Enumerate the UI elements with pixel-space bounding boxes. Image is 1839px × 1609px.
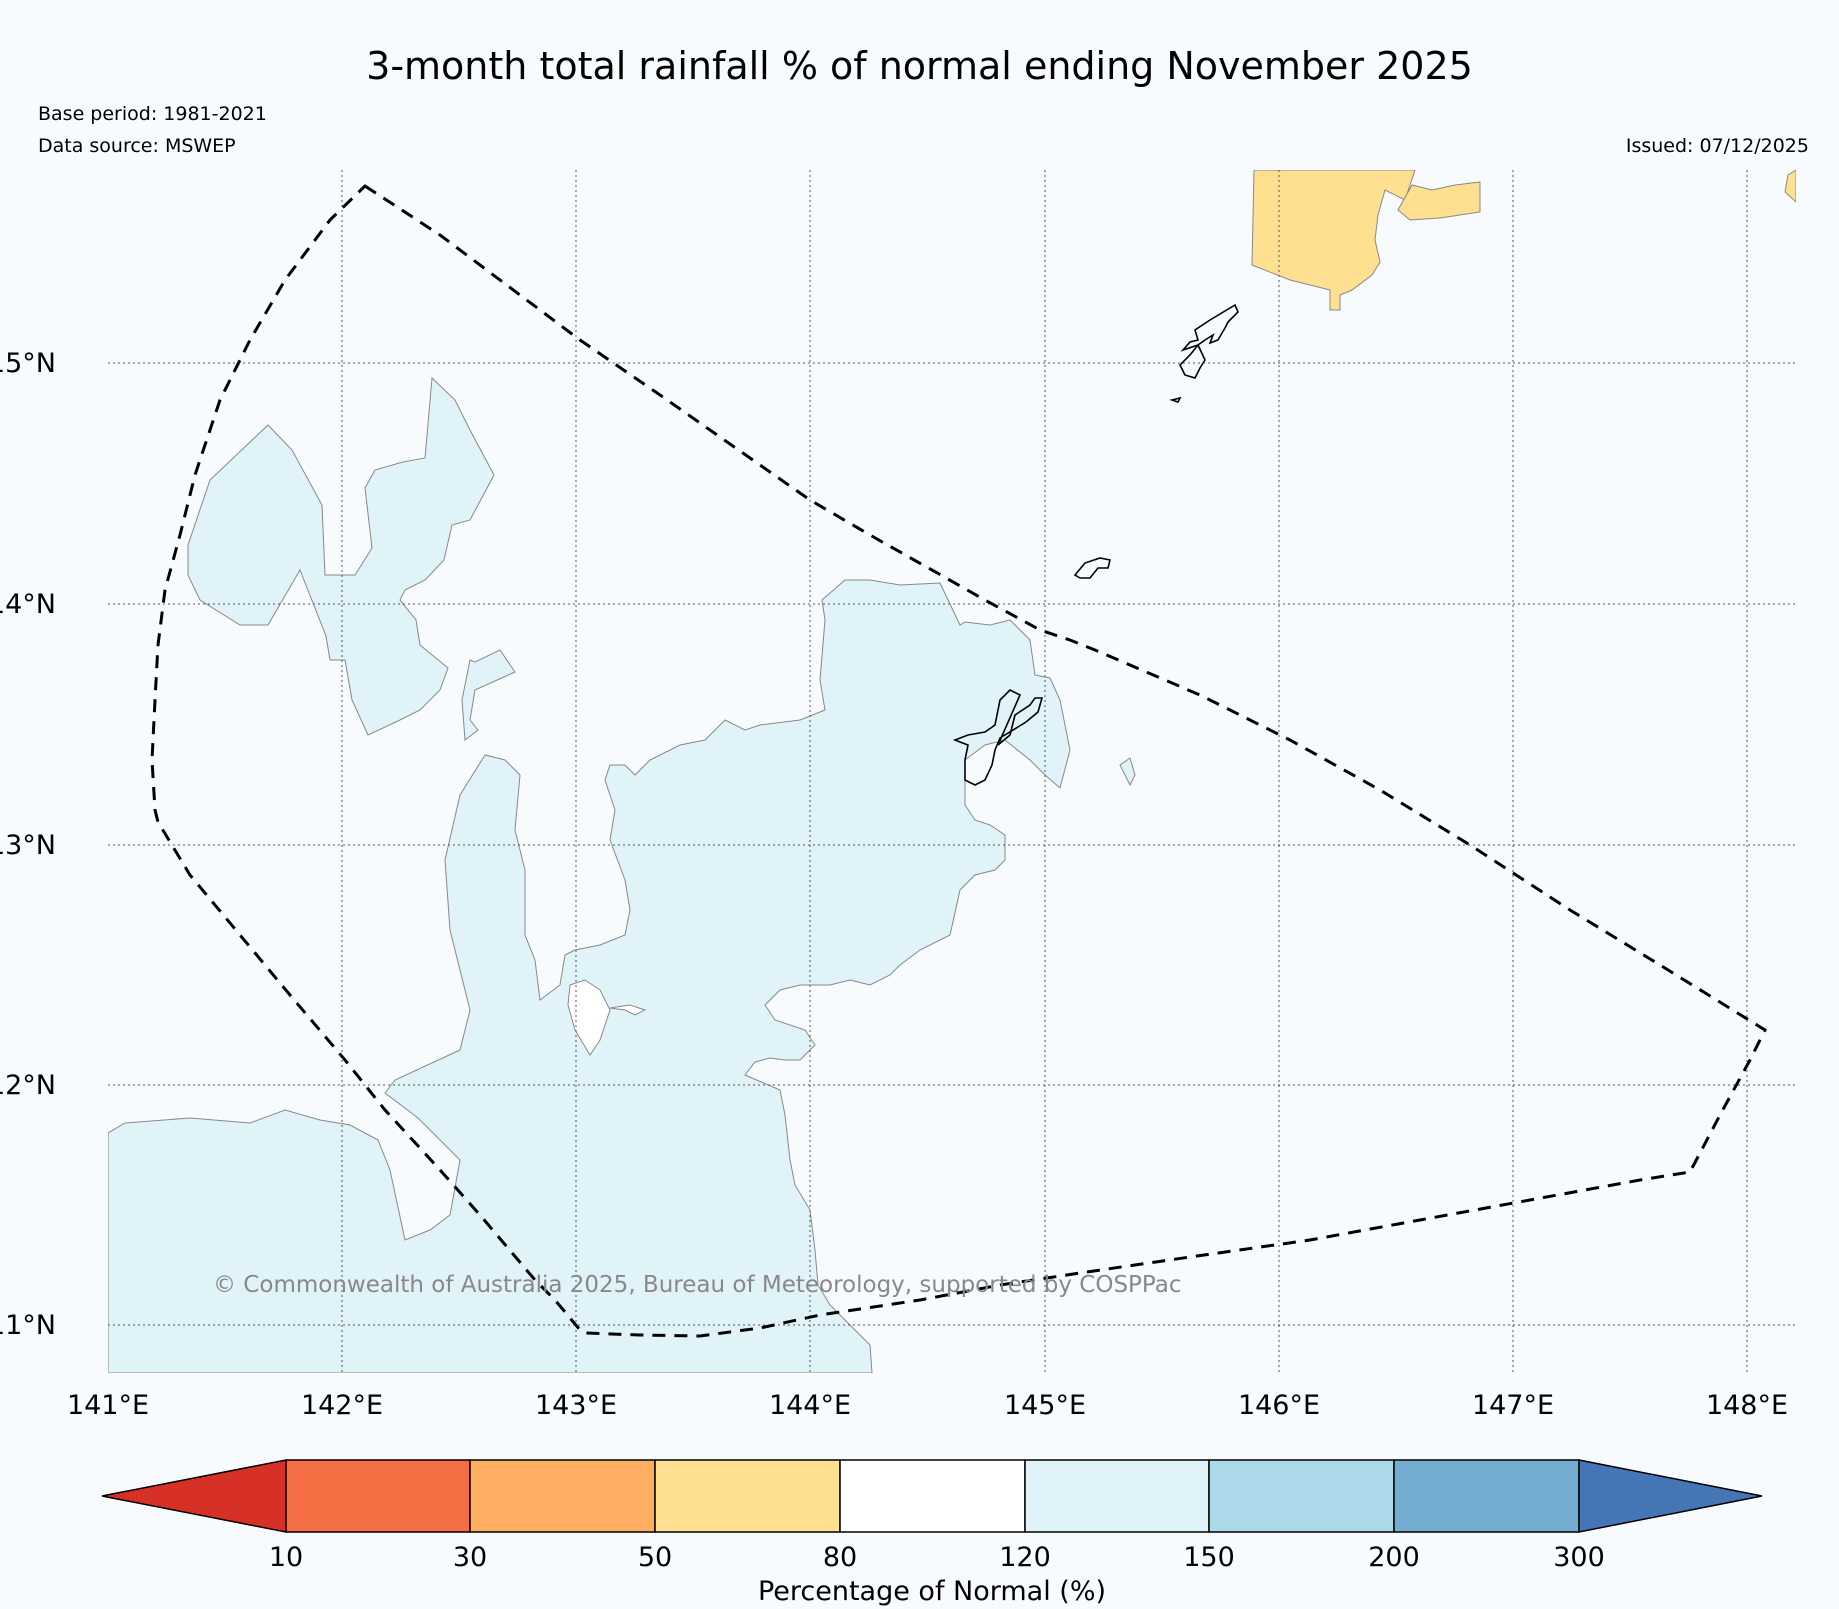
colorbar-tick: 150 <box>1183 1542 1235 1573</box>
colorbar-150-200 <box>1208 1459 1395 1533</box>
lat-label-13n: 13°N <box>0 830 56 861</box>
colorbar-tick: 300 <box>1553 1542 1605 1573</box>
colorbar-50-80 <box>654 1459 841 1533</box>
graticule <box>108 170 1796 1373</box>
colorbar-200-300 <box>1393 1459 1580 1533</box>
lat-label-14n: 14°N <box>0 589 56 620</box>
base-period-text: Base period: 1981-2021 <box>38 103 267 125</box>
colorbar-120-150 <box>1024 1459 1210 1533</box>
colorbar-tick: 80 <box>823 1542 857 1573</box>
lat-label-11n: 11°N <box>0 1310 56 1341</box>
eez-boundary <box>150 184 1767 1338</box>
colorbar-tick: 200 <box>1368 1542 1420 1573</box>
lon-label-146e: 146°E <box>1238 1390 1320 1421</box>
colorbar <box>101 1459 1763 1533</box>
rainfall-region-120-150 <box>461 649 516 741</box>
lon-label-144e: 144°E <box>769 1390 851 1421</box>
colorbar-tick: 120 <box>999 1542 1051 1573</box>
rainfall-region-120-150 <box>187 376 495 736</box>
rainfall-region-50-80 <box>1251 170 1416 311</box>
colorbar-ticks: 10 30 50 80 120 150 200 300 <box>269 1542 1605 1573</box>
colorbar-over-300 <box>1578 1459 1763 1533</box>
longitude-labels: 141°E 142°E 143°E 144°E 145°E 146°E 147°… <box>67 1390 1788 1421</box>
colorbar-30-50 <box>469 1459 656 1533</box>
colorbar-tick: 30 <box>453 1542 487 1573</box>
map-area: © Commonwealth of Australia 2025, Bureau… <box>108 170 1796 1373</box>
latitude-labels: 15°N 14°N 13°N 12°N 11°N <box>0 348 56 1341</box>
colorbar-tick: 50 <box>638 1542 672 1573</box>
lon-label-145e: 145°E <box>1004 1390 1086 1421</box>
rainfall-region-120-150 <box>108 579 1071 1373</box>
issued-date-text: Issued: 07/12/2025 <box>1625 135 1809 157</box>
map-title: 3-month total rainfall % of normal endin… <box>366 44 1473 88</box>
lat-label-12n: 12°N <box>0 1070 56 1101</box>
rainfall-region-50-80 <box>1784 170 1796 203</box>
colorbar-label: Percentage of Normal (%) <box>758 1576 1106 1607</box>
lat-label-15n: 15°N <box>0 348 56 379</box>
rainfall-region-50-80 <box>1397 181 1481 221</box>
lon-label-142e: 142°E <box>301 1390 383 1421</box>
lon-label-141e: 141°E <box>67 1390 149 1421</box>
copyright-notice: © Commonwealth of Australia 2025, Bureau… <box>213 1272 1182 1298</box>
lon-label-148e: 148°E <box>1706 1390 1788 1421</box>
island-outlines <box>952 303 1239 786</box>
colorbar-80-120 <box>839 1459 1026 1533</box>
lon-label-143e: 143°E <box>535 1390 617 1421</box>
lon-label-147e: 147°E <box>1472 1390 1554 1421</box>
rainfall-region-120-150 <box>1119 757 1136 787</box>
colorbar-10-30 <box>285 1459 471 1533</box>
colorbar-tick: 10 <box>269 1542 303 1573</box>
colorbar-under-10 <box>101 1459 287 1533</box>
data-source-text: Data source: MSWEP <box>38 135 236 157</box>
